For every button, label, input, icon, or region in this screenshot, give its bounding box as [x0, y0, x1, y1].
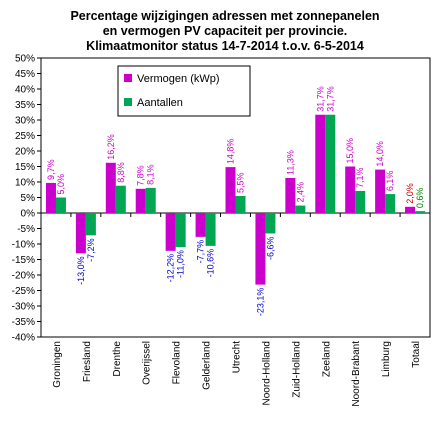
bar-aantallen — [355, 190, 366, 213]
bar-vermogen — [135, 188, 146, 213]
data-label-aantallen: 5,5% — [236, 172, 246, 193]
bar-vermogen — [315, 114, 326, 213]
bar-aantallen — [235, 195, 246, 213]
data-label-aantallen: 2,4% — [295, 182, 305, 203]
y-tick-label: -30% — [12, 302, 35, 313]
data-label-aantallen: 0,6% — [415, 188, 425, 209]
category-label: Zeeland — [321, 341, 332, 377]
legend-swatch-aantallen — [124, 98, 132, 106]
y-tick-label: -20% — [12, 271, 35, 282]
category-label: Zuid-Holland — [291, 341, 302, 398]
y-tick-label: -40% — [12, 333, 35, 344]
category-label: Flevoland — [172, 341, 183, 384]
data-label-vermogen: 14,0% — [375, 141, 385, 167]
data-label-vermogen: -12,2% — [166, 254, 176, 283]
legend-swatch-vermogen — [124, 74, 132, 82]
y-tick-label: -5% — [17, 224, 35, 235]
bar-vermogen — [165, 213, 176, 251]
data-label-vermogen: 11,3% — [285, 150, 295, 175]
y-tick-label: -25% — [12, 286, 35, 297]
legend: Vermogen (kWp) Aantallen — [117, 65, 251, 117]
data-label-aantallen: 7,1% — [355, 167, 365, 188]
y-tick-label: -35% — [12, 317, 35, 328]
bar-vermogen — [255, 213, 266, 285]
category-label: Overijssel — [142, 341, 153, 385]
data-label-aantallen: 6,1% — [385, 171, 395, 192]
y-tick-label: 5% — [21, 193, 36, 204]
plot-area: -40% -35% -30% -25% -20% -15% -10% -5% 0% 5% 10% 15… — [12, 54, 431, 407]
category-label: Totaal — [411, 341, 422, 368]
data-label-aantallen: -10,6% — [206, 249, 216, 278]
data-label-aantallen: 31,7% — [325, 86, 335, 112]
legend-label-vermogen: Vermogen (kWp) — [137, 73, 220, 85]
category-label: Utrecht — [232, 341, 243, 373]
bar-aantallen — [295, 205, 306, 213]
y-tick-label: 35% — [15, 100, 35, 111]
data-label-vermogen: 15,0% — [345, 138, 355, 164]
category-label: Friesland — [82, 341, 93, 382]
data-label-vermogen: -13,0% — [76, 256, 86, 285]
bar-vermogen — [105, 162, 116, 213]
legend-box — [117, 65, 251, 117]
bar-vermogen — [225, 167, 236, 213]
y-tick-label: 20% — [15, 147, 35, 158]
category-label: Noord-Holland — [261, 341, 272, 405]
bar-vermogen — [405, 206, 416, 213]
bar-vermogen — [345, 166, 356, 213]
y-tick-label: 50% — [15, 54, 35, 65]
category-label: Drenthe — [112, 341, 123, 377]
data-label-vermogen: 2,0% — [405, 183, 415, 204]
legend-label-aantallen: Aantallen — [137, 97, 183, 109]
y-tick-label: 15% — [15, 162, 35, 173]
bar-aantallen — [115, 185, 126, 213]
y-tick-label: -10% — [12, 240, 35, 251]
bar-aantallen — [265, 213, 276, 234]
data-label-vermogen: 31,7% — [315, 86, 325, 112]
data-label-aantallen: 8,1% — [146, 164, 156, 185]
y-tick-label: 40% — [15, 85, 35, 96]
y-tick-label: 10% — [15, 178, 35, 189]
data-label-aantallen: -7,2% — [86, 238, 96, 262]
bar-aantallen — [325, 114, 336, 213]
data-label-aantallen: -11,0% — [176, 250, 186, 278]
data-label-aantallen: 8,8% — [116, 162, 126, 183]
category-label: Groningen — [52, 341, 63, 388]
data-label-vermogen: 7,8% — [136, 165, 146, 186]
bar-vermogen — [195, 213, 206, 237]
category-label: Noord-Brabant — [351, 341, 362, 407]
y-tick-label: 25% — [15, 131, 35, 142]
y-tick-label: 0% — [21, 209, 36, 220]
chart-title-line-2: en vermogen PV capaciteit per provincie. — [103, 24, 348, 38]
bar-aantallen — [205, 213, 216, 246]
data-label-vermogen: -23,1% — [255, 288, 265, 317]
data-label-vermogen: -7,7% — [196, 240, 206, 264]
data-label-aantallen: 5,0% — [56, 174, 66, 195]
bar-aantallen — [145, 187, 156, 213]
bar-vermogen — [45, 182, 56, 213]
data-label-vermogen: 16,2% — [106, 134, 116, 160]
bar-vermogen — [75, 213, 86, 254]
bar-aantallen — [385, 194, 396, 213]
y-tick-label: 45% — [15, 69, 35, 80]
chart-title-line-3: Klimaatmonitor status 14-7-2014 t.o.v. 6… — [86, 39, 364, 53]
category-label: Gelderland — [202, 341, 213, 390]
data-label-vermogen: 14,8% — [226, 139, 236, 165]
data-label-vermogen: 9,7% — [46, 159, 56, 180]
bar-vermogen — [285, 177, 296, 213]
bar-aantallen — [415, 211, 426, 213]
data-label-aantallen: -6,6% — [265, 236, 275, 260]
bar-aantallen — [175, 213, 186, 248]
bar-vermogen — [375, 169, 386, 213]
bar-aantallen — [85, 213, 96, 236]
category-label: Limburg — [381, 341, 392, 377]
chart-title-line-1: Percentage wijzigingen adressen met zonn… — [70, 9, 379, 23]
y-tick-label: 30% — [15, 116, 35, 127]
y-tick-label: -15% — [12, 255, 35, 266]
bar-aantallen — [55, 197, 66, 213]
